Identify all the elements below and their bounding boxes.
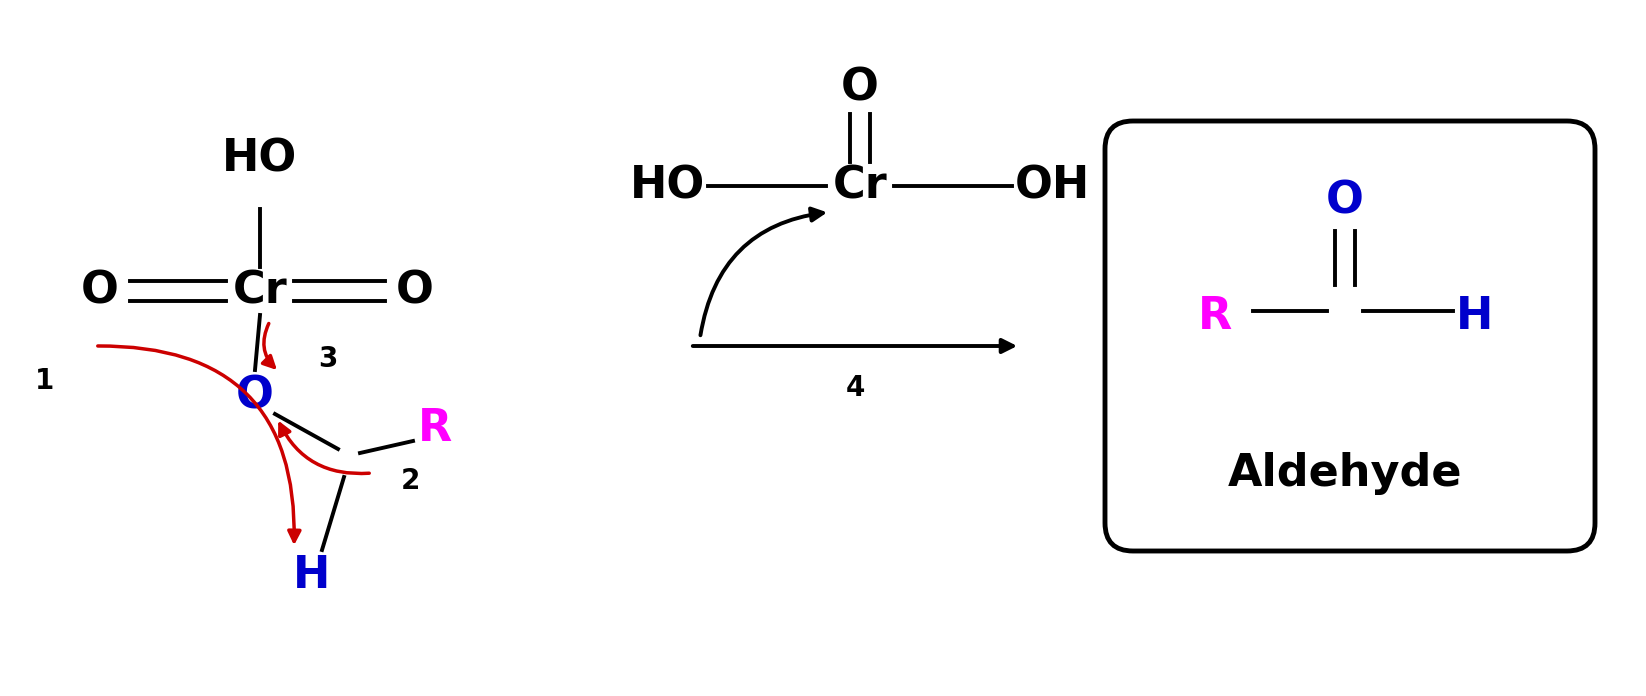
- Text: 1: 1: [35, 367, 54, 395]
- FancyArrowPatch shape: [701, 209, 823, 335]
- FancyBboxPatch shape: [1104, 121, 1595, 551]
- Text: O: O: [81, 269, 119, 313]
- Text: 2: 2: [400, 467, 420, 495]
- Text: H: H: [1457, 296, 1493, 338]
- Text: Aldehyde: Aldehyde: [1228, 452, 1462, 496]
- Text: O: O: [397, 269, 435, 313]
- Text: 4: 4: [846, 374, 864, 402]
- Text: R: R: [1198, 296, 1233, 338]
- Text: Cr: Cr: [232, 269, 288, 313]
- Text: Cr: Cr: [833, 164, 887, 207]
- Text: 3: 3: [318, 345, 337, 373]
- FancyArrowPatch shape: [262, 324, 275, 367]
- Text: O: O: [235, 374, 273, 418]
- Text: O: O: [1327, 180, 1365, 223]
- Text: HO: HO: [222, 138, 298, 181]
- FancyArrowPatch shape: [97, 346, 300, 541]
- Text: H: H: [293, 555, 331, 597]
- FancyArrowPatch shape: [280, 424, 369, 473]
- Text: R: R: [418, 407, 453, 450]
- Text: HO: HO: [630, 164, 704, 207]
- Text: O: O: [841, 67, 879, 109]
- Text: OH: OH: [1016, 164, 1090, 207]
